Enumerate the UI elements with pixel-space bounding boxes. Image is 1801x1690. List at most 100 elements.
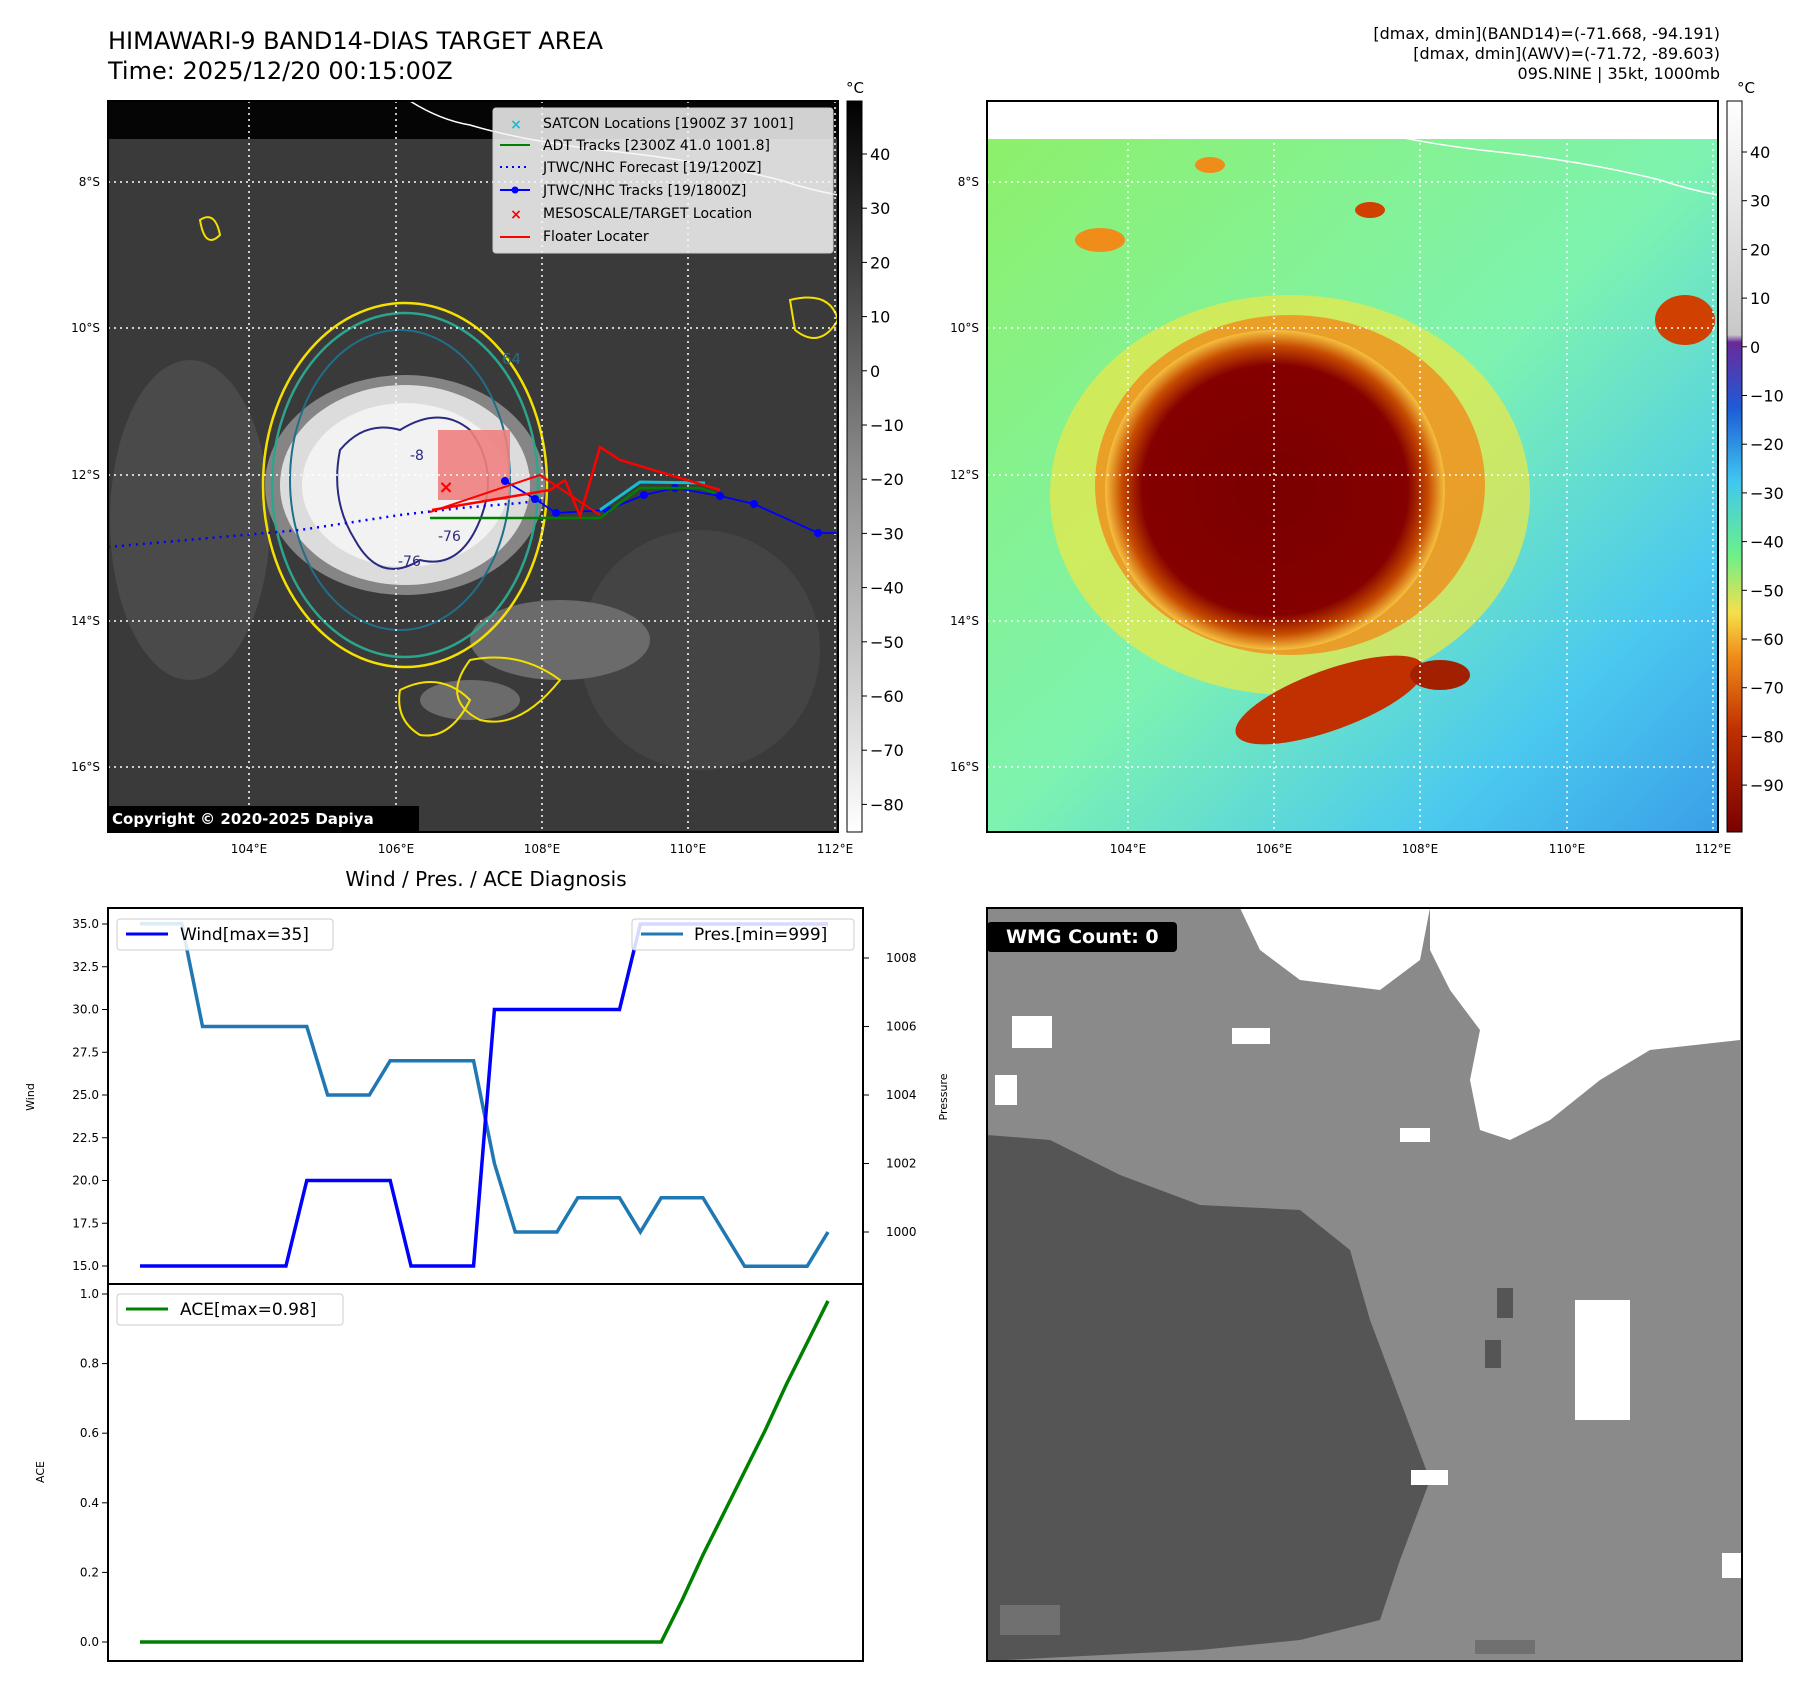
ace-tick-label: 0.0 xyxy=(80,1635,99,1649)
lat-tick: 8°S xyxy=(958,175,979,189)
wind-axis-label: Wind xyxy=(24,1083,37,1111)
lat-tick: 16°S xyxy=(950,760,979,774)
colorbar-tick-label: −30 xyxy=(870,524,904,543)
colorbar-tick-label: −70 xyxy=(870,741,904,760)
colorbar-tick-label: 0 xyxy=(1750,338,1760,357)
wind-tick-label: 30.0 xyxy=(72,1003,99,1017)
lat-tick: 8°S xyxy=(79,175,100,189)
color-colorbar: °C 40 30 20 10 0 −10 −20 −30 −40 −50 −60 −70 −80 −90 xyxy=(1726,79,1784,833)
colorbar-tick-label: 20 xyxy=(870,253,890,272)
contour-label: 64 xyxy=(502,350,521,368)
colorbar-tick-label: −80 xyxy=(1750,727,1784,746)
colorbar-tick-label: −70 xyxy=(1750,679,1784,698)
lat-tick: 12°S xyxy=(71,468,100,482)
lat-tick: 14°S xyxy=(950,614,979,628)
pressure-axis-label: Pressure xyxy=(937,1073,950,1120)
pressure-tick-label: 1006 xyxy=(886,1020,917,1034)
colorbar-tick-label: 40 xyxy=(1750,143,1770,162)
stats-line-3: 09S.NINE | 35kt, 1000mb xyxy=(1517,64,1720,83)
ace-tick-label: 0.4 xyxy=(80,1496,99,1510)
ace-tick-label: 0.8 xyxy=(80,1357,99,1371)
colorbar-tick-label: −50 xyxy=(1750,581,1784,600)
colorbar-tick-label: 10 xyxy=(870,308,890,327)
wind-tick-label: 27.5 xyxy=(72,1045,99,1059)
wmg-count-label: WMG Count: 0 xyxy=(1006,926,1159,948)
satcon-marker-icon: × xyxy=(510,117,522,133)
ace-series-line xyxy=(140,1300,830,1644)
colorbar-tick-label: 10 xyxy=(1750,289,1770,308)
lat-tick: 16°S xyxy=(71,760,100,774)
wind-tick-label: 35.0 xyxy=(72,917,99,931)
color-map-lat-ticks: 8°S 10°S 12°S 14°S 16°S xyxy=(950,175,979,774)
lat-tick: 10°S xyxy=(71,321,100,335)
colorbar-tick-label: 30 xyxy=(870,199,890,218)
lon-tick: 110°E xyxy=(670,842,707,856)
lat-tick: 10°S xyxy=(950,321,979,335)
stats-line-1: [dmax, dmin](BAND14)=(-71.668, -94.191) xyxy=(1373,24,1720,43)
lat-tick: 14°S xyxy=(71,614,100,628)
figure-title: HIMAWARI-9 BAND14-DIAS TARGET AREA xyxy=(108,27,604,55)
colorbar-tick-label: −40 xyxy=(870,579,904,598)
stats-line-2: [dmax, dmin](AWV)=(-71.72, -89.603) xyxy=(1413,44,1720,63)
lat-tick: 12°S xyxy=(950,468,979,482)
colorbar-tick-label: −90 xyxy=(1750,776,1784,795)
colorbar-tick-label: 0 xyxy=(870,362,880,381)
ace-tick-label: 0.6 xyxy=(80,1426,99,1440)
lon-tick: 104°E xyxy=(1110,842,1147,856)
pressure-tick-label: 1008 xyxy=(886,951,917,965)
colorbar-tick-label: −60 xyxy=(870,687,904,706)
map-legend: × SATCON Locations [1900Z 37 1001] ADT T… xyxy=(492,107,834,254)
pressure-series-line xyxy=(140,922,830,1268)
color-enhanced-map xyxy=(986,100,1719,833)
gray-satellite-map: × 64 -76 -76 -8 Copyright © 2020-2025 Da… xyxy=(107,100,839,833)
color-map-lon-ticks: 104°E 106°E 108°E 110°E 112°E xyxy=(1110,842,1732,856)
colorbar-tick-label: 30 xyxy=(1750,192,1770,211)
wind-tick-label: 32.5 xyxy=(72,960,99,974)
colorbar-tick-label: −20 xyxy=(870,470,904,489)
legend-entry: SATCON Locations [1900Z 37 1001] xyxy=(543,116,794,132)
colorbar-tick-label: −10 xyxy=(870,416,904,435)
diagnosis-title: Wind / Pres. / ACE Diagnosis xyxy=(345,867,626,891)
lon-tick: 106°E xyxy=(378,842,415,856)
gray-map-lat-ticks: 8°S 10°S 12°S 14°S 16°S xyxy=(71,175,100,774)
legend-entry: MESOSCALE/TARGET Location xyxy=(543,206,752,222)
legend-entry: JTWC/NHC Forecast [19/1200Z] xyxy=(542,160,762,176)
contour-label: -76 xyxy=(398,554,421,570)
wind-tick-label: 25.0 xyxy=(72,1088,99,1102)
wind-tick-label: 20.0 xyxy=(72,1174,99,1188)
gray-map-lon-ticks: 104°E 106°E 108°E 110°E 112°E xyxy=(231,842,854,856)
wmg-panel: WMG Count: 0 xyxy=(986,907,1743,1662)
colorbar-tick-label: −20 xyxy=(1750,435,1784,454)
lon-tick: 112°E xyxy=(1695,842,1732,856)
wind-pressure-axes xyxy=(107,907,864,1285)
pressure-legend: Pres.[min=999] xyxy=(631,918,855,951)
wind-legend-label: Wind[max=35] xyxy=(180,925,309,945)
colorbar-tick-label: −80 xyxy=(870,795,904,814)
legend-entry: JTWC/NHC Tracks [19/1800Z] xyxy=(542,183,746,199)
ace-axis-label: ACE xyxy=(34,1461,47,1483)
mesoscale-legend-icon: × xyxy=(510,207,522,223)
ace-legend: ACE[max=0.98] xyxy=(116,1293,344,1326)
legend-entry: Floater Locater xyxy=(543,229,649,245)
pressure-tick-label: 1000 xyxy=(886,1225,917,1239)
colorbar-tick-label: 40 xyxy=(870,145,890,164)
figure-time: Time: 2025/12/20 00:15:00Z xyxy=(108,57,453,85)
wind-tick-label: 15.0 xyxy=(72,1259,99,1273)
pressure-axis-ticks: 1008 1006 1004 1002 1000 xyxy=(863,951,917,1239)
wind-tick-label: 22.5 xyxy=(72,1131,99,1145)
ace-tick-label: 0.2 xyxy=(80,1565,99,1579)
lon-tick: 112°E xyxy=(817,842,854,856)
ace-tick-label: 1.0 xyxy=(80,1287,99,1301)
copyright-label: Copyright © 2020-2025 Dapiya xyxy=(112,810,374,828)
wind-axis-ticks: 35.0 32.5 30.0 27.5 25.0 22.5 20.0 17.5 15.0 xyxy=(72,917,108,1273)
pressure-tick-label: 1002 xyxy=(886,1157,917,1171)
contour-label: -8 xyxy=(410,448,424,464)
legend-entry: ADT Tracks [2300Z 41.0 1001.8] xyxy=(543,138,770,154)
lon-tick: 108°E xyxy=(1402,842,1439,856)
colorbar-tick-label: −60 xyxy=(1750,630,1784,649)
colorbar-unit: °C xyxy=(846,79,864,97)
ace-legend-label: ACE[max=0.98] xyxy=(180,1300,316,1320)
lon-tick: 104°E xyxy=(231,842,268,856)
lon-tick: 106°E xyxy=(1256,842,1293,856)
colorbar-tick-label: 20 xyxy=(1750,240,1770,259)
